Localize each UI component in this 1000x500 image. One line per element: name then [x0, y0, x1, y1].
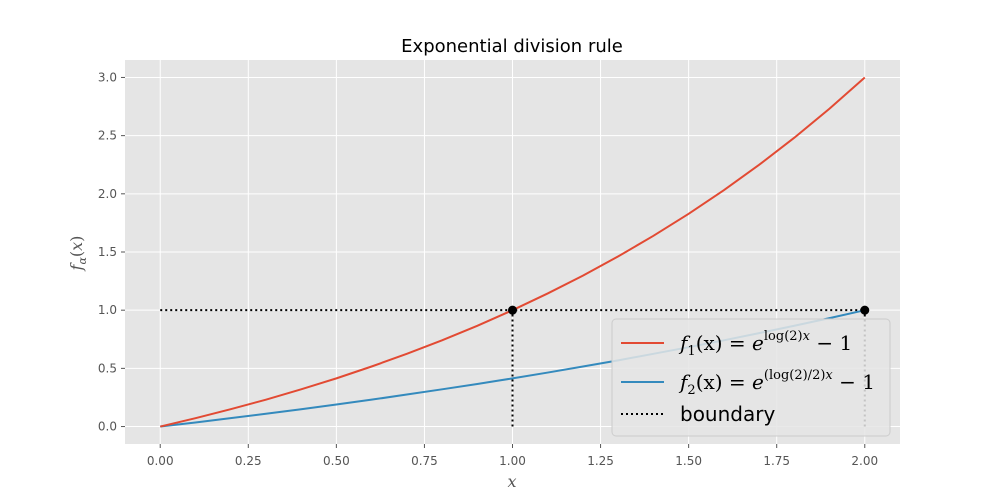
y-tick-labels: 0.0 0.5 1.0 1.5 2.0 2.5 3.0: [98, 70, 117, 433]
y-tick-label: 1.0: [98, 303, 117, 317]
x-axis-label: x: [507, 472, 516, 491]
y-tick-label: 3.0: [98, 70, 117, 84]
y-axis-label: fα(x): [67, 236, 89, 272]
x-tick-label: 0.75: [411, 454, 438, 468]
y-tick-label: 2.5: [98, 129, 117, 143]
boundary-point-marker: [860, 305, 870, 315]
marker-layer: [508, 305, 870, 315]
x-tick-label: 1.50: [675, 454, 702, 468]
x-tick-label: 0.00: [147, 454, 174, 468]
y-tick-label: 0.5: [98, 361, 117, 375]
x-tick-label: 0.25: [235, 454, 262, 468]
x-tick-label: 1.25: [587, 454, 614, 468]
legend-box: [611, 318, 891, 437]
x-tick-labels: 0.00 0.25 0.50 0.75 1.00 1.25 1.50 1.75 2.00: [147, 454, 878, 468]
legend: f1(x) = elog(2)x − 1 f2(x) = e(log(2)/2)…: [611, 318, 891, 437]
x-tick-label: 0.50: [323, 454, 350, 468]
x-tick-label: 1.75: [763, 454, 790, 468]
chart-title: Exponential division rule: [401, 36, 623, 57]
legend-label-boundary: boundary: [680, 402, 775, 426]
y-tick-label: 2.0: [98, 187, 117, 201]
x-tick-label: 1.00: [499, 454, 526, 468]
legend-label-f2: f2(x) = e(log(2)/2)x − 1: [678, 368, 875, 398]
y-tick-label: 1.5: [98, 245, 117, 259]
y-tick-label: 0.0: [98, 420, 117, 434]
x-tick-label: 2.00: [851, 454, 878, 468]
boundary-point-marker: [508, 305, 517, 315]
